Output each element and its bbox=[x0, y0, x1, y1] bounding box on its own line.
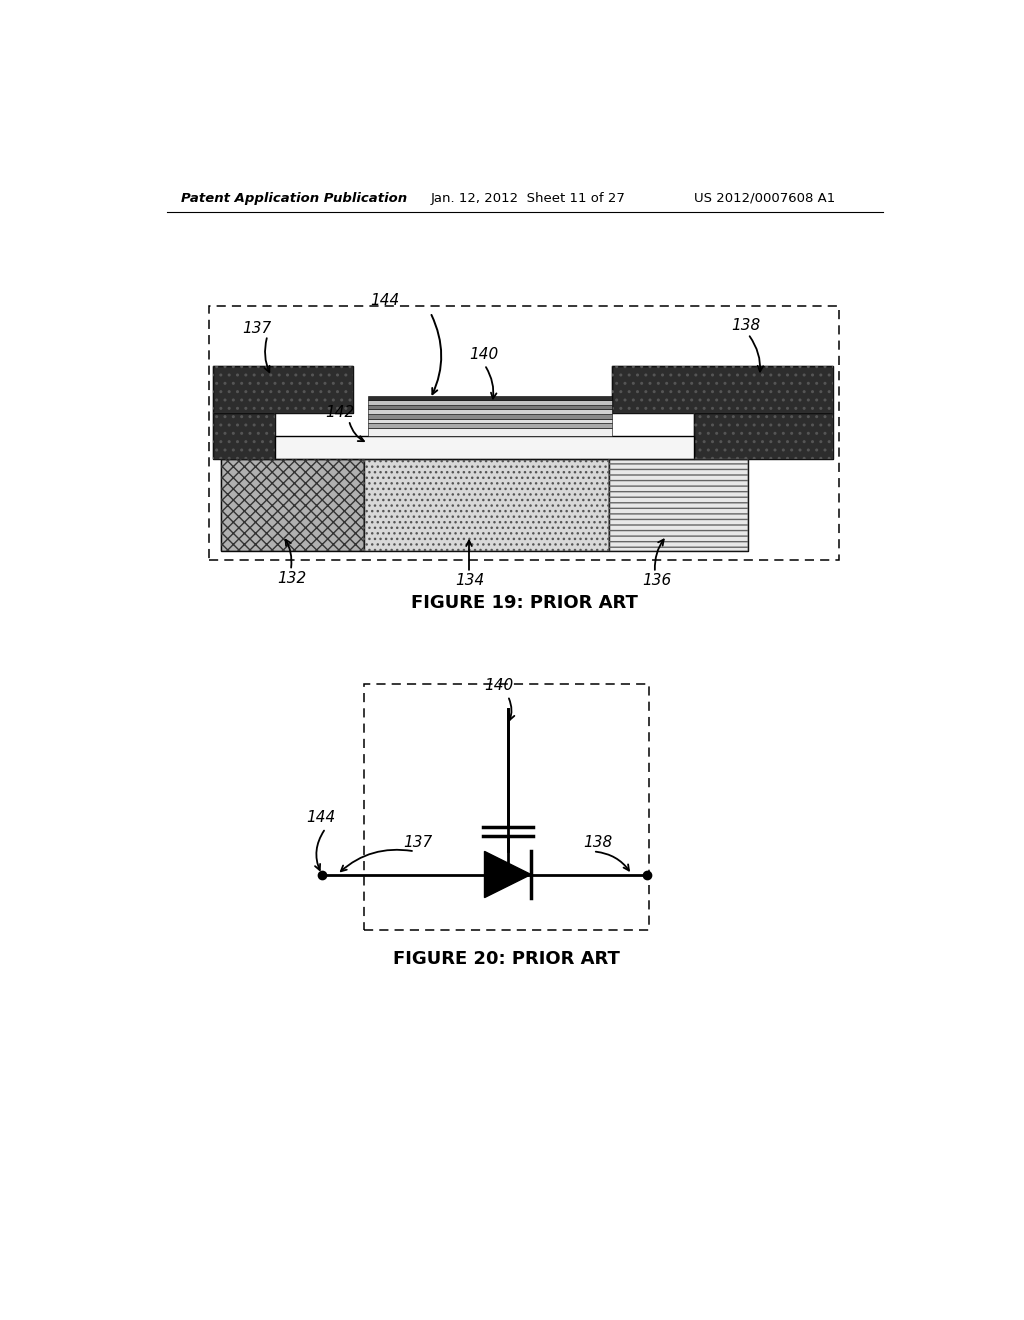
Bar bbox=[612, 366, 834, 412]
Text: 144: 144 bbox=[306, 810, 336, 825]
Bar bbox=[209, 306, 840, 561]
Text: 140: 140 bbox=[484, 678, 514, 693]
Bar bbox=[369, 428, 612, 436]
Text: 137: 137 bbox=[403, 834, 432, 850]
Bar bbox=[608, 459, 748, 552]
Bar bbox=[213, 366, 352, 412]
Bar bbox=[213, 412, 275, 459]
Bar bbox=[365, 459, 608, 552]
Bar bbox=[369, 400, 612, 405]
Text: 138: 138 bbox=[584, 834, 613, 850]
Bar bbox=[608, 459, 748, 552]
Bar bbox=[369, 409, 612, 414]
Text: FIGURE 19: PRIOR ART: FIGURE 19: PRIOR ART bbox=[412, 594, 638, 612]
Text: 136: 136 bbox=[642, 573, 671, 587]
Bar bbox=[213, 366, 352, 412]
Bar bbox=[221, 459, 365, 552]
Bar bbox=[221, 459, 365, 552]
Text: 144: 144 bbox=[371, 293, 399, 309]
Bar bbox=[369, 396, 612, 400]
Bar bbox=[369, 424, 612, 428]
Text: 137: 137 bbox=[243, 321, 272, 337]
Text: 134: 134 bbox=[455, 573, 484, 587]
Bar bbox=[369, 405, 612, 409]
Bar bbox=[369, 418, 612, 424]
Bar bbox=[365, 459, 608, 552]
Bar bbox=[365, 684, 649, 929]
Bar bbox=[693, 412, 834, 459]
Text: US 2012/0007608 A1: US 2012/0007608 A1 bbox=[693, 191, 835, 205]
Text: 140: 140 bbox=[469, 347, 499, 362]
Text: 142: 142 bbox=[326, 405, 355, 420]
Bar bbox=[213, 412, 275, 459]
Text: 138: 138 bbox=[731, 318, 760, 333]
Bar bbox=[612, 366, 834, 412]
Bar bbox=[693, 412, 834, 459]
Bar bbox=[275, 436, 693, 459]
Polygon shape bbox=[484, 851, 531, 898]
Text: Patent Application Publication: Patent Application Publication bbox=[180, 191, 407, 205]
Text: Jan. 12, 2012  Sheet 11 of 27: Jan. 12, 2012 Sheet 11 of 27 bbox=[430, 191, 625, 205]
Bar bbox=[369, 414, 612, 418]
Text: FIGURE 20: PRIOR ART: FIGURE 20: PRIOR ART bbox=[393, 950, 620, 968]
Text: 132: 132 bbox=[276, 570, 306, 586]
